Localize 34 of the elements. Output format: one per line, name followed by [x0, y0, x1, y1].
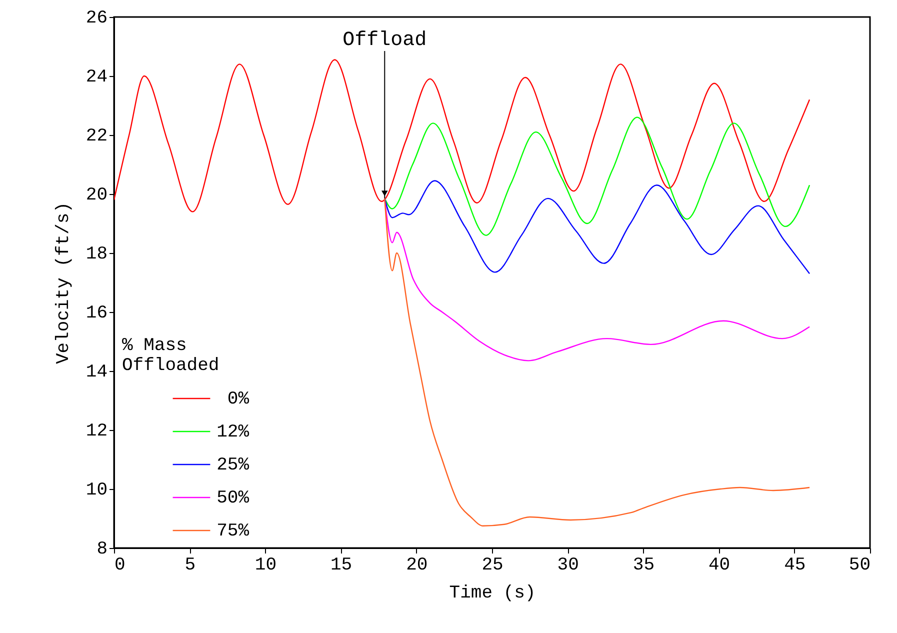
- y-tick-label: 18: [86, 244, 108, 264]
- legend-label: 25%: [216, 456, 250, 476]
- x-tick-label: 0: [114, 556, 126, 576]
- legend-label: 75%: [216, 522, 250, 542]
- y-tick-label: 16: [86, 304, 108, 324]
- y-tick-label: 24: [86, 68, 108, 88]
- x-tick-label: 5: [184, 556, 196, 576]
- legend-label: 0%: [227, 390, 250, 410]
- line-series: [384, 198, 810, 526]
- x-tick-label: 15: [330, 556, 352, 576]
- annotation: Offload: [342, 29, 427, 52]
- x-tick-label: 45: [784, 556, 806, 576]
- x-tick-label: 30: [557, 556, 579, 576]
- x-tick-label: 40: [708, 556, 730, 576]
- legend-label: 50%: [216, 488, 250, 508]
- x-axis-title: Time (s): [449, 584, 536, 604]
- x-tick-label: 25: [482, 556, 504, 576]
- y-axis-title: Velocity (ft/s): [54, 202, 74, 364]
- line-series: [384, 116, 810, 236]
- line-series: [384, 180, 810, 274]
- x-tick-label: 35: [632, 556, 655, 576]
- line-series: [114, 59, 810, 212]
- legend-title: % Mass Offloaded: [122, 336, 220, 376]
- legend-label: 12%: [216, 422, 250, 442]
- y-tick-label: 14: [86, 362, 108, 382]
- x-tick-label: 50: [848, 556, 870, 576]
- y-tick-label: 12: [86, 422, 108, 442]
- y-tick-label: 22: [86, 126, 108, 146]
- y-tick-label: 26: [86, 8, 108, 28]
- y-tick-label: 8: [96, 540, 108, 560]
- x-tick-label: 10: [254, 556, 277, 576]
- y-tick-label: 10: [86, 480, 108, 500]
- x-tick-label: 20: [406, 556, 428, 576]
- y-tick-label: 20: [86, 186, 108, 206]
